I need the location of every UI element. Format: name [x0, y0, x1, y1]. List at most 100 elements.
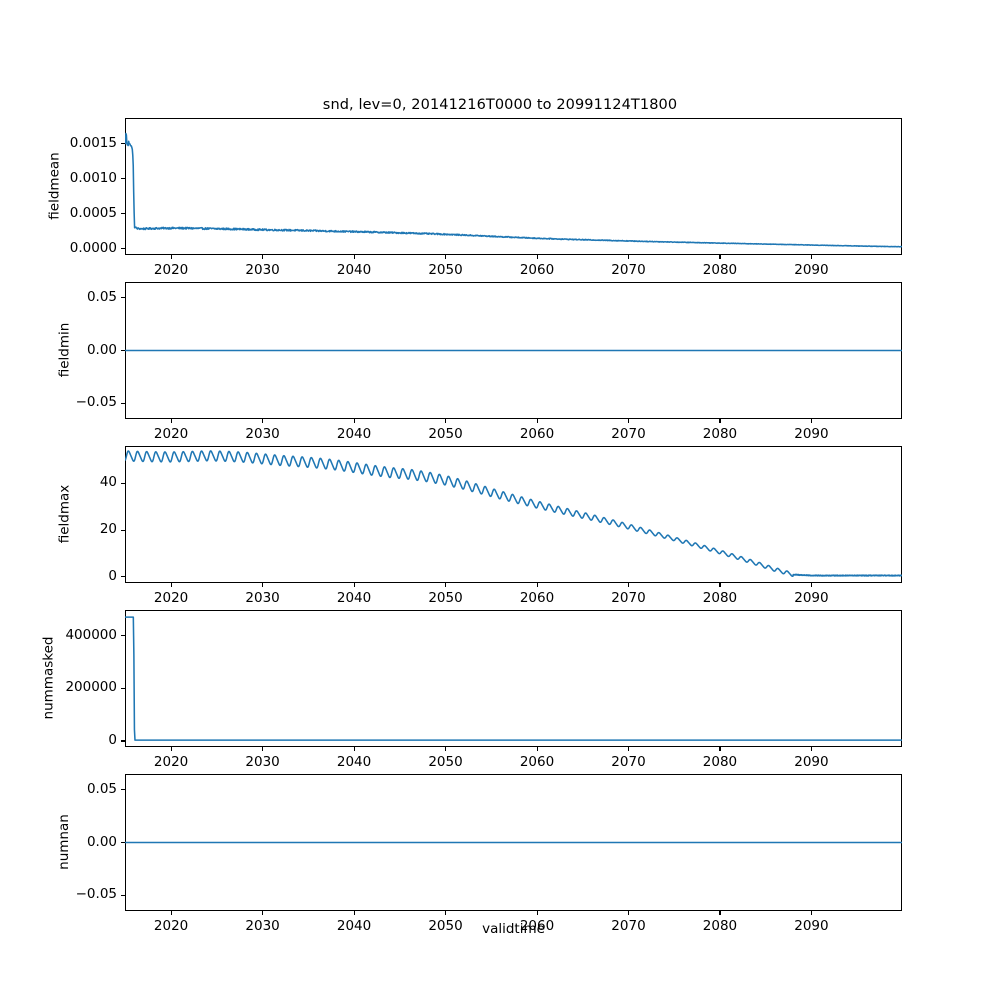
y-axis-label-nummasked: nummasked: [39, 636, 56, 719]
x-tick-mark: [170, 911, 172, 915]
y-tick-label: 0.00: [86, 833, 117, 850]
x-tick-label: 2080: [702, 426, 738, 442]
x-tick-mark: [719, 583, 721, 587]
x-tick-mark: [719, 419, 721, 423]
x-tick-label: 2020: [153, 262, 189, 278]
subplot-numnan: [125, 774, 902, 911]
figure-title: snd, lev=0, 20141216T0000 to 20991124T18…: [322, 97, 678, 113]
axes-frame-fieldmax: [125, 446, 902, 583]
x-tick-mark: [719, 255, 721, 259]
y-tick-label: 20: [99, 521, 117, 538]
plot-line-numnan: [125, 774, 902, 911]
x-tick-mark: [445, 419, 447, 423]
x-tick-mark: [262, 911, 264, 915]
x-tick-mark: [262, 255, 264, 259]
x-tick-mark: [536, 747, 538, 751]
x-tick-mark: [353, 419, 355, 423]
x-tick-label: 2060: [519, 754, 555, 770]
y-tick-mark: [121, 143, 125, 145]
y-tick-label: 40: [99, 474, 117, 491]
y-tick-label: −0.05: [75, 394, 117, 411]
x-tick-label: 2040: [336, 426, 372, 442]
x-tick-mark: [810, 583, 813, 587]
plot-line-nummasked: [125, 610, 902, 747]
x-tick-label: 2090: [794, 262, 829, 278]
x-tick-label: 2070: [611, 918, 646, 934]
x-tick-label: 2090: [794, 426, 829, 442]
x-tick-mark: [170, 419, 172, 423]
x-tick-mark: [536, 255, 538, 259]
x-tick-label: 2060: [519, 262, 555, 278]
x-tick-mark: [627, 911, 630, 915]
y-tick-label: −0.05: [75, 886, 117, 903]
y-tick-mark: [121, 635, 125, 637]
x-tick-label: 2050: [428, 262, 463, 278]
y-tick-mark: [121, 894, 125, 896]
axes-frame-fieldmean: [125, 118, 902, 255]
y-tick-mark: [121, 248, 125, 250]
x-tick-mark: [719, 747, 721, 751]
y-tick-label: 0.0000: [69, 239, 117, 256]
x-tick-label: 2020: [153, 426, 189, 442]
y-tick-label: 0.00: [86, 341, 117, 358]
x-tick-mark: [262, 419, 264, 423]
x-tick-mark: [445, 255, 447, 259]
subplot-fieldmax: [125, 446, 902, 583]
x-tick-mark: [627, 419, 630, 423]
x-tick-mark: [262, 747, 264, 751]
x-tick-label: 2020: [153, 590, 189, 606]
x-tick-mark: [353, 255, 355, 259]
x-tick-label: 2080: [702, 754, 738, 770]
x-tick-label: 2030: [245, 426, 280, 442]
x-tick-label: 2090: [794, 918, 829, 934]
axes-frame-nummasked: [125, 610, 902, 747]
x-tick-label: 2040: [336, 754, 372, 770]
y-axis-label-numnan: numnan: [55, 813, 72, 870]
x-tick-mark: [810, 911, 813, 915]
x-tick-mark: [536, 583, 538, 587]
x-tick-label: 2070: [611, 426, 646, 442]
x-tick-label: 2070: [611, 262, 646, 278]
x-tick-label: 2060: [519, 590, 555, 606]
x-tick-label: 2060: [519, 426, 555, 442]
subplot-fieldmean: [125, 118, 902, 255]
y-tick-mark: [121, 178, 125, 180]
x-tick-mark: [170, 255, 172, 259]
x-tick-mark: [627, 583, 630, 587]
y-tick-mark: [121, 740, 125, 742]
x-tick-mark: [445, 911, 447, 915]
y-tick-label: 0.0010: [69, 169, 117, 186]
x-tick-label: 2030: [245, 590, 280, 606]
y-axis-label-fieldmean: fieldmean: [46, 151, 63, 220]
x-tick-mark: [262, 583, 264, 587]
x-tick-mark: [536, 911, 538, 915]
x-tick-mark: [170, 747, 172, 751]
y-tick-mark: [121, 402, 125, 404]
x-tick-label: 2070: [611, 590, 646, 606]
subplot-fieldmin: [125, 282, 902, 419]
y-tick-mark: [121, 482, 125, 484]
x-tick-label: 2020: [153, 754, 189, 770]
x-tick-mark: [353, 747, 355, 751]
y-tick-mark: [121, 576, 125, 578]
x-tick-label: 2050: [428, 426, 463, 442]
y-tick-label: 0: [108, 731, 117, 748]
x-tick-label: 2030: [245, 918, 280, 934]
y-tick-mark: [121, 687, 125, 689]
x-tick-mark: [627, 747, 630, 751]
x-tick-label: 2090: [794, 590, 829, 606]
x-tick-label: 2040: [336, 918, 372, 934]
plot-line-fieldmax: [125, 446, 902, 583]
x-tick-label: 2040: [336, 590, 372, 606]
y-tick-mark: [121, 529, 125, 531]
x-tick-label: 2050: [428, 754, 463, 770]
y-tick-label: 0.0005: [69, 204, 117, 221]
y-tick-label: 0.0015: [69, 134, 117, 151]
x-tick-label: 2040: [336, 262, 372, 278]
y-tick-label: 0.05: [86, 288, 117, 305]
x-tick-label: 2070: [611, 754, 646, 770]
x-tick-mark: [536, 419, 538, 423]
y-tick-label: 200000: [65, 679, 117, 696]
y-tick-mark: [121, 842, 125, 844]
